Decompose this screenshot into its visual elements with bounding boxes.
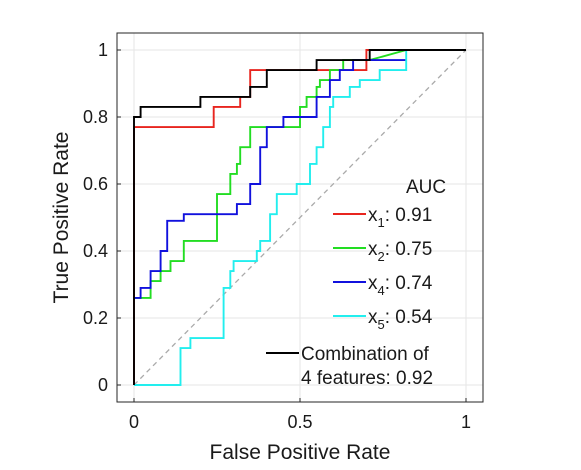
roc-line-x4 <box>134 59 407 299</box>
legend-entry-x4: x4: 0.74 <box>368 273 433 298</box>
legend-entry-combination-line1: Combination of <box>301 344 430 365</box>
x-axis-label: False Positive Rate <box>210 441 391 464</box>
roc-line-x1 <box>133 49 466 385</box>
y-tick-label: 0.6 <box>83 174 108 194</box>
legend: AUC x1: 0.91 x2: 0.75 x4: 0.74 x5: 0.54 Combi… <box>266 177 446 389</box>
legend-title: AUC <box>406 177 446 198</box>
y-tick-label: 0 <box>98 375 108 395</box>
roc-line-x5 <box>134 50 408 386</box>
x-tick-label: 0 <box>129 412 139 432</box>
legend-entry-x1: x1: 0.91 <box>368 205 432 230</box>
legend-entry-combination-line2: 4 features: 0.92 <box>301 368 433 389</box>
x-tick-label: 1 <box>461 412 471 432</box>
chance-diagonal-line <box>133 49 467 386</box>
y-tick-label: 0.4 <box>83 241 108 261</box>
legend-entry-x2: x2: 0.75 <box>368 239 432 264</box>
y-tick-label: 0.2 <box>83 308 108 328</box>
roc-line-combination <box>133 49 466 385</box>
x-tick-label: 0.5 <box>287 412 312 432</box>
legend-entry-x5: x5: 0.54 <box>368 307 433 332</box>
series-lines <box>133 49 466 386</box>
y-tick-label: 0.8 <box>83 107 108 127</box>
y-axis-label: True Positive Rate <box>50 132 73 304</box>
y-tick-label: 1 <box>98 40 108 60</box>
roc-line-x2 <box>134 49 407 299</box>
axes: 0 0.5 1 0 0.2 0.4 0.6 0.8 1 False Positive Rate Tr… <box>50 32 484 464</box>
